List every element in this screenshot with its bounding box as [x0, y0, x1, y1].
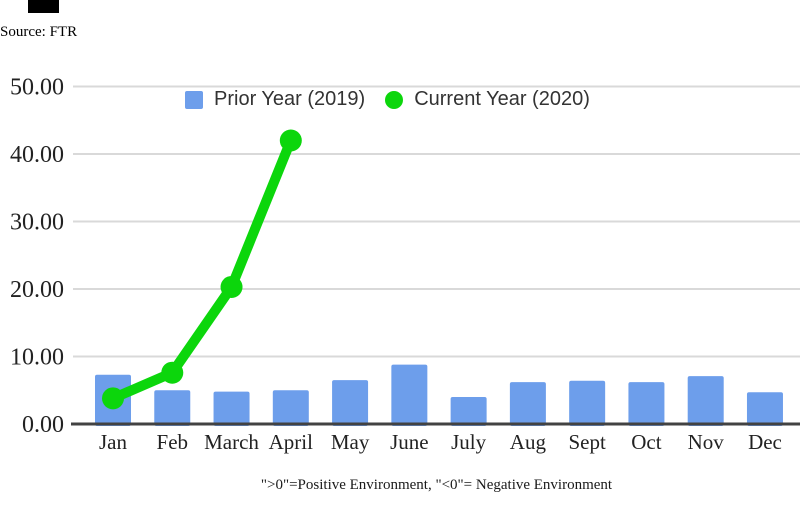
y-tick-label: 30.00 — [10, 210, 64, 236]
x-tick-label-april: April — [269, 430, 313, 454]
bar-aug — [509, 382, 546, 426]
bar-feb — [154, 390, 191, 426]
data-point-feb — [161, 361, 184, 384]
source-note: Source: FTR — [0, 24, 78, 40]
x-tick-label-dec: Dec — [748, 430, 782, 454]
bar-oct — [628, 382, 665, 426]
y-tick-label: 40.00 — [10, 142, 64, 168]
top-left-redaction-bar — [28, 0, 59, 13]
trend-line — [108, 135, 296, 404]
bar-sept — [569, 380, 606, 426]
bar-june — [391, 364, 428, 426]
legend-item-current-year: Current Year (2020) — [385, 88, 590, 111]
data-point-jan — [102, 387, 124, 410]
bar-series-swatch-icon — [185, 90, 203, 109]
bar-april — [272, 390, 309, 426]
legend: Prior Year (2019) Current Year (2020) — [185, 88, 590, 111]
axis-caption: ">0"=Positive Environment, "<0"= Negativ… — [260, 477, 613, 493]
line-series-swatch-icon — [385, 90, 404, 109]
data-point-april — [279, 129, 302, 152]
y-tick-label: 10.00 — [10, 345, 64, 371]
bar-nov — [687, 376, 724, 426]
x-tick-label-july: July — [451, 430, 487, 454]
x-tick-label-june: June — [390, 430, 429, 454]
y-tick-label: 50.00 — [10, 75, 64, 101]
x-tick-label-may: May — [331, 430, 370, 454]
data-point-march — [220, 275, 243, 298]
legend-label-current-year: Current Year (2020) — [414, 88, 590, 110]
x-tick-label-aug: Aug — [510, 430, 547, 454]
x-tick-label-march: March — [204, 430, 259, 454]
x-tick-label-nov: Nov — [688, 430, 725, 454]
x-tick-label-jan: Jan — [99, 430, 127, 454]
y-tick-label: 0.00 — [22, 412, 64, 438]
bar-dec — [746, 392, 783, 426]
legend-label-prior-year: Prior Year (2019) — [214, 88, 366, 110]
x-tick-label-oct: Oct — [631, 430, 661, 454]
x-tick-label-sept: Sept — [568, 430, 606, 454]
bar-march — [213, 391, 250, 426]
legend-item-prior-year: Prior Year (2019) — [185, 88, 365, 111]
bar-july — [450, 397, 487, 426]
y-tick-label: 20.00 — [10, 277, 64, 303]
x-tick-label-feb: Feb — [157, 430, 189, 454]
bar-may — [332, 380, 369, 426]
